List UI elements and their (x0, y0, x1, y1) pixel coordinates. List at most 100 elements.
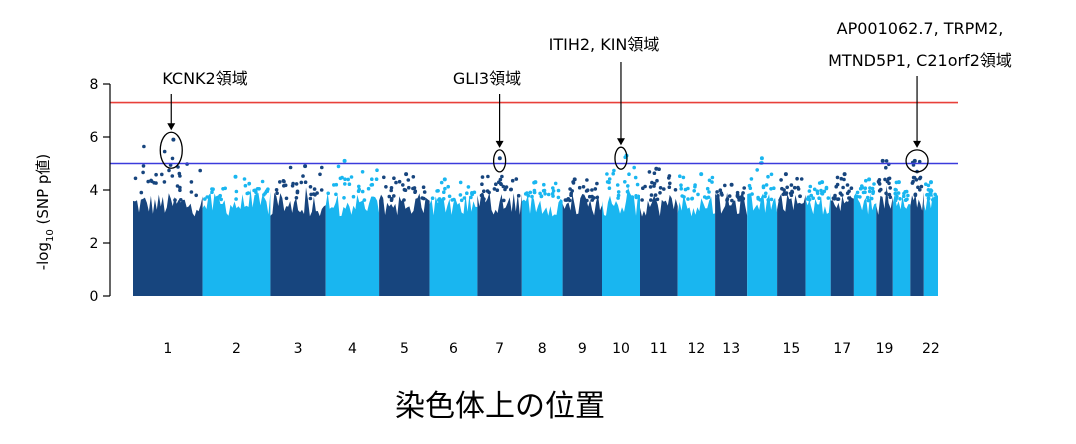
snp-point (607, 177, 612, 181)
snp-point (253, 188, 257, 193)
snp-point (525, 191, 529, 195)
snp-point (497, 180, 501, 184)
snp-point (382, 175, 386, 180)
chromosome-1-body (133, 193, 203, 296)
snp-point (538, 191, 542, 196)
chromosome-13-points (715, 182, 748, 296)
snp-point (437, 197, 442, 201)
snp-point (870, 186, 875, 191)
snp-point (741, 196, 746, 201)
chromosome-12-body (677, 194, 716, 296)
snp-point (387, 194, 392, 199)
chromosome-20-points (892, 180, 911, 296)
snp-point (435, 189, 439, 193)
snp-point (210, 190, 214, 194)
snp-point (658, 191, 662, 195)
snp-point (634, 194, 638, 198)
snp-point (379, 198, 384, 203)
snp-point (571, 181, 576, 185)
snp-point (318, 172, 322, 177)
snp-point (162, 180, 167, 184)
snp-point (203, 197, 207, 201)
chromosome-8-body (521, 194, 563, 296)
snp-point (290, 184, 295, 188)
snp-point (884, 159, 889, 163)
chromosome-10-points (602, 153, 640, 296)
snp-point (553, 181, 558, 186)
chromosome-10-body (602, 187, 640, 296)
snp-point (647, 170, 652, 174)
annotation-3: ITIH2, KIN領域 (549, 35, 659, 170)
chromosome-3-body (270, 187, 326, 296)
snp-point (142, 144, 146, 149)
snp-point (411, 175, 416, 179)
snp-point (360, 170, 365, 174)
snp-point (133, 176, 138, 181)
y-tick-label: 0 (90, 289, 99, 305)
snp-point (929, 188, 933, 192)
snp-point (615, 183, 620, 187)
snp-peak-point (404, 172, 409, 177)
snp-point (590, 188, 594, 192)
snp-point (841, 185, 845, 190)
snp-point (556, 195, 561, 200)
snp-point (876, 179, 881, 184)
snp-point (758, 198, 762, 202)
snp-point (504, 185, 509, 189)
snp-point (342, 196, 346, 200)
snp-point (879, 187, 883, 192)
snp-point (755, 168, 759, 172)
snp-point (690, 196, 695, 201)
snp-point (326, 191, 331, 196)
snp-point (459, 198, 464, 203)
snp-point (885, 179, 890, 184)
snp-point (247, 181, 252, 186)
snp-point (652, 181, 657, 186)
snp-point (769, 172, 774, 177)
snp-point (551, 189, 556, 193)
snp-point (632, 165, 636, 170)
chromosome-label-12: 12 (687, 341, 705, 357)
snp-point (707, 190, 711, 194)
snp-point (542, 182, 546, 187)
snp-point (245, 191, 249, 196)
snp-point (281, 179, 286, 183)
snp-point (211, 187, 215, 191)
snp-point (652, 171, 657, 175)
snp-point (667, 185, 672, 189)
snp-point (167, 168, 171, 173)
snp-point (441, 197, 446, 201)
snp-point (402, 198, 406, 202)
snp-point (294, 196, 299, 200)
snp-peak-point (759, 156, 764, 161)
snp-point (842, 177, 846, 182)
snp-point (819, 188, 823, 193)
snp-point (883, 177, 887, 182)
snp-point (888, 195, 893, 199)
snp-point (516, 193, 521, 198)
snp-point (916, 185, 920, 190)
snp-point (884, 191, 888, 196)
snp-point (809, 193, 813, 198)
snp-point (458, 180, 463, 185)
snp-point (808, 184, 813, 189)
snp-point (764, 183, 769, 187)
chromosome-8-points (521, 180, 563, 296)
snp-point (805, 197, 810, 201)
chromosome-5-body (379, 193, 430, 296)
snp-point (863, 186, 868, 190)
snp-point (789, 193, 794, 198)
snp-point (871, 189, 876, 194)
snp-point (766, 174, 770, 179)
snp-point (858, 186, 863, 191)
snp-point (625, 189, 630, 194)
snp-point (447, 194, 452, 199)
snp-point (219, 197, 223, 202)
snp-point (784, 191, 789, 195)
snp-point (918, 176, 922, 181)
snp-point (678, 174, 682, 178)
snp-point (262, 193, 266, 197)
snp-point (284, 196, 289, 201)
snp-point (309, 192, 313, 197)
chromosome-19-points (876, 158, 893, 296)
